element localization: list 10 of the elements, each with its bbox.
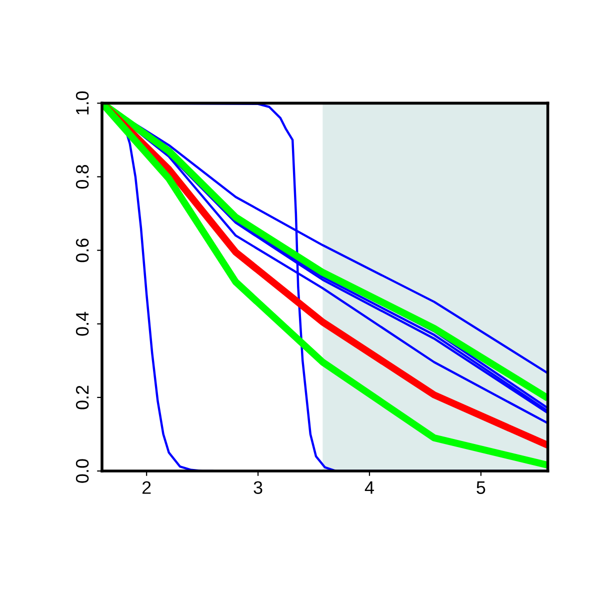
x-tick-label: 2 bbox=[142, 481, 151, 494]
x-tick-label: 5 bbox=[476, 481, 486, 494]
x-tick-label: 4 bbox=[364, 481, 374, 494]
y-tick-label: 0.0 bbox=[76, 459, 89, 483]
y-tick-label: 1.0 bbox=[76, 91, 89, 114]
y-tick-label: 0.6 bbox=[76, 238, 89, 262]
x-tick-label: 3 bbox=[254, 481, 262, 494]
y-tick-label: 0.8 bbox=[76, 164, 89, 189]
y-tick-label: 0.2 bbox=[76, 386, 89, 410]
y-tick-label: 0.4 bbox=[76, 312, 89, 336]
